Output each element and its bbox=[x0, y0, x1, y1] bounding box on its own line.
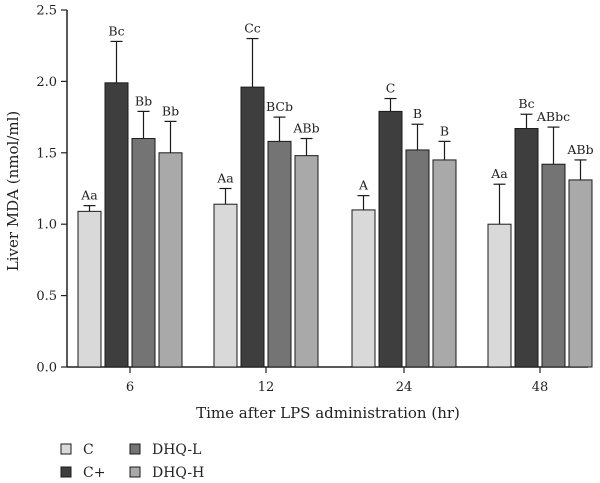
data-label: Bb bbox=[162, 103, 179, 118]
data-labels: Aa Aa A Aa Bc Cc C Bc Bb BCb B ABbc Bb ABb B ABb bbox=[80, 21, 593, 203]
legend-swatch bbox=[129, 443, 141, 455]
x-tick-label: 48 bbox=[532, 380, 549, 395]
bar bbox=[213, 203, 238, 368]
data-label: ABbc bbox=[536, 109, 570, 124]
bar bbox=[294, 155, 319, 368]
y-tick-label: 0.0 bbox=[36, 361, 57, 376]
legend-swatch bbox=[129, 466, 141, 478]
data-label: Bc bbox=[518, 96, 534, 111]
data-label: BCb bbox=[266, 99, 293, 114]
legend-swatch bbox=[60, 443, 72, 455]
data-label: Aa bbox=[216, 171, 234, 186]
x-tick-label: 6 bbox=[126, 380, 134, 395]
legend-label: DHQ-L bbox=[152, 442, 201, 458]
data-label: Bb bbox=[135, 93, 152, 108]
data-label: C bbox=[386, 81, 396, 96]
data-label: B bbox=[440, 123, 449, 138]
bars bbox=[77, 82, 593, 368]
data-label: B bbox=[413, 106, 422, 121]
x-tick-label: 12 bbox=[258, 380, 275, 395]
bar bbox=[267, 140, 292, 368]
bar bbox=[514, 128, 539, 368]
bar bbox=[487, 223, 512, 368]
bar bbox=[240, 86, 265, 368]
bar bbox=[405, 149, 430, 368]
data-label: ABb bbox=[566, 142, 593, 157]
legend-label: C+ bbox=[83, 465, 105, 481]
data-label: A bbox=[358, 178, 369, 193]
y-tick-label: 2.0 bbox=[36, 75, 57, 90]
bar bbox=[351, 209, 376, 368]
x-tick-label: 24 bbox=[396, 380, 413, 395]
bar bbox=[104, 82, 129, 368]
data-label: Aa bbox=[80, 188, 98, 203]
legend-swatch bbox=[60, 466, 72, 478]
data-label: Bc bbox=[108, 23, 124, 38]
data-label: Cc bbox=[244, 21, 261, 36]
bar bbox=[131, 138, 156, 368]
data-label: ABb bbox=[292, 121, 319, 136]
legend-label: DHQ-H bbox=[152, 465, 204, 481]
y-axis-title: Liver MDA (nmol/ml) bbox=[4, 111, 22, 272]
bar bbox=[77, 210, 102, 368]
bar bbox=[378, 110, 403, 368]
data-label: Aa bbox=[490, 166, 508, 181]
bar bbox=[158, 152, 183, 368]
bar bbox=[541, 163, 566, 368]
legend: C C+ DHQ-L DHQ-H bbox=[60, 442, 204, 481]
legend-label: C bbox=[83, 442, 94, 458]
x-axis-title: Time after LPS administration (hr) bbox=[196, 404, 460, 422]
y-tick-label: 1.5 bbox=[36, 146, 57, 161]
bar bbox=[432, 159, 457, 368]
y-tick-label: 1.0 bbox=[36, 218, 57, 233]
bar bbox=[568, 179, 593, 368]
error-bars bbox=[83, 37, 587, 225]
y-tick-label: 2.5 bbox=[36, 4, 57, 19]
y-tick-label: 0.5 bbox=[36, 289, 57, 304]
